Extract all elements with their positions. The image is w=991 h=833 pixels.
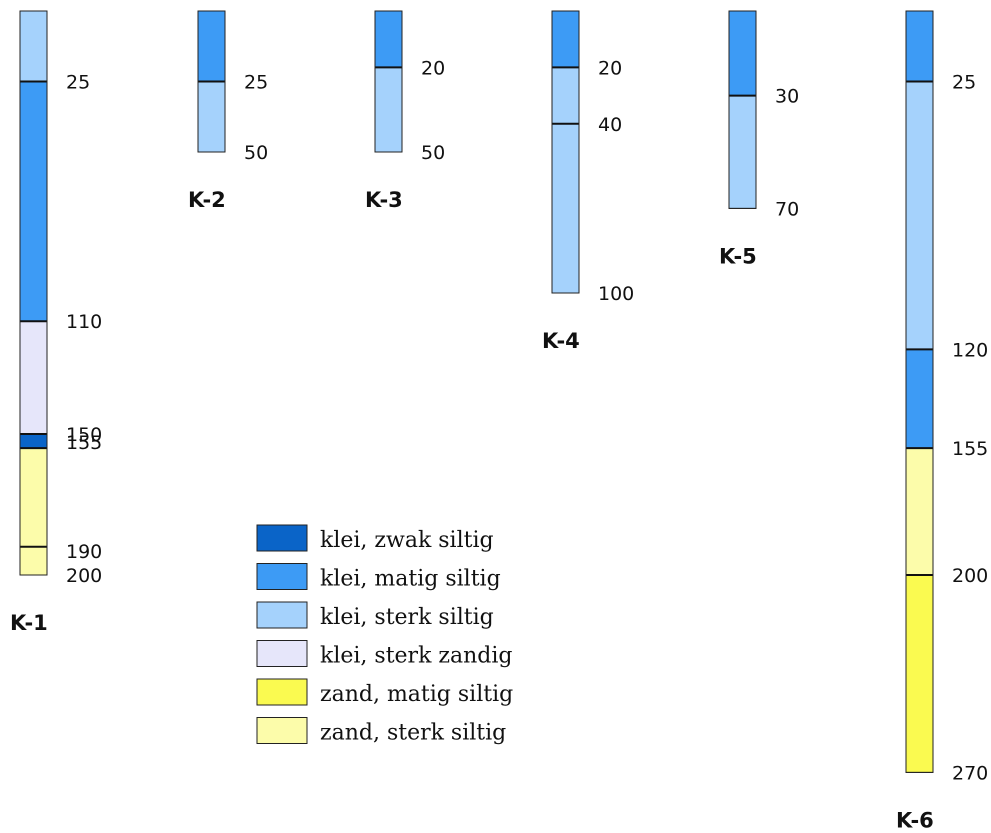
legend-swatch (256, 524, 308, 552)
depth-label: 190 (66, 541, 102, 563)
boring-name: K-2 (188, 188, 226, 212)
column-outline (19, 10, 48, 576)
depth-label: 200 (66, 565, 102, 587)
legend-label: klei, matig siltig (320, 567, 501, 592)
column-outline (374, 10, 403, 153)
soil-layer (905, 10, 934, 82)
column-outline (905, 10, 934, 773)
legend-swatch (256, 678, 308, 706)
soil-layer (905, 348, 934, 449)
depth-label: 120 (952, 339, 988, 361)
soil-layer (19, 81, 48, 322)
soil-layer (728, 95, 757, 209)
legend-swatch (256, 563, 308, 590)
legend-swatch (256, 717, 308, 744)
soil-layer (374, 10, 403, 68)
boring-column-k-4: 20 40 100 K-4 (542, 10, 634, 353)
depth-label: 40 (598, 114, 622, 136)
legend-swatch (256, 601, 308, 629)
soil-layer (19, 10, 48, 82)
depth-label: 70 (775, 198, 799, 220)
boring-name: K-3 (365, 188, 403, 212)
depth-label: 25 (66, 72, 90, 94)
soil-layer (551, 123, 580, 294)
boring-name: K-5 (719, 244, 757, 268)
legend-label: klei, sterk zandig (320, 644, 512, 669)
legend-item: zand, sterk siltig (256, 717, 506, 746)
boring-column-k-6: 25 120 155 200 270 K-6 (896, 10, 988, 832)
legend-item: klei, sterk zandig (256, 640, 512, 669)
soil-layer (905, 574, 934, 773)
legend-label: zand, matig siltig (320, 682, 513, 707)
soil-layer (905, 81, 934, 350)
depth-label: 20 (598, 57, 622, 79)
depth-label: 20 (421, 57, 445, 79)
soil-layer (19, 320, 48, 435)
depth-label: 155 (952, 438, 988, 460)
boring-name: K-6 (896, 808, 934, 832)
soil-layer (19, 546, 48, 576)
legend-item: klei, zwak siltig (256, 524, 494, 553)
legend-label: zand, sterk siltig (320, 721, 506, 746)
soil-layer (551, 10, 580, 68)
boring-column-k-5: 30 70 K-5 (719, 10, 799, 268)
soil-layer (19, 433, 48, 449)
depth-label: 25 (952, 72, 976, 94)
depth-label: 25 (244, 72, 268, 94)
boring-name: K-4 (542, 329, 580, 353)
soil-layer (19, 447, 48, 548)
soil-layer (197, 81, 226, 153)
legend: klei, zwak siltig klei, matig siltig klei,… (256, 524, 513, 746)
depth-label: 30 (775, 86, 799, 108)
depth-label: 200 (952, 565, 988, 587)
depth-label: 100 (598, 283, 634, 305)
legend-label: klei, zwak siltig (320, 528, 494, 553)
boring-name: K-1 (10, 611, 48, 635)
soil-layer (197, 10, 226, 82)
boring-columns: 25110150155190200K-12550K-22050K-3204010… (10, 10, 988, 832)
legend-item: zand, matig siltig (256, 678, 513, 707)
boring-column-k-3: 20 50 K-3 (365, 10, 445, 212)
depth-label: 110 (66, 311, 102, 333)
legend-item: klei, matig siltig (256, 563, 501, 592)
boring-column-k-2: 25 50 K-2 (188, 10, 268, 212)
legend-label: klei, sterk siltig (320, 605, 494, 630)
column-outline (551, 10, 580, 294)
legend-item: klei, sterk siltig (256, 601, 494, 630)
soil-layer (728, 10, 757, 97)
column-outline (728, 10, 757, 209)
depth-label: 270 (952, 762, 988, 784)
soil-layer (374, 66, 403, 153)
column-outline (197, 10, 226, 153)
legend-swatch (256, 640, 308, 667)
depth-label: 150 (66, 424, 102, 446)
depth-label: 155 (66, 432, 102, 454)
soil-layer (905, 447, 934, 576)
soil-layer (551, 66, 580, 125)
depth-label: 50 (244, 142, 268, 164)
depth-label: 50 (421, 142, 445, 164)
